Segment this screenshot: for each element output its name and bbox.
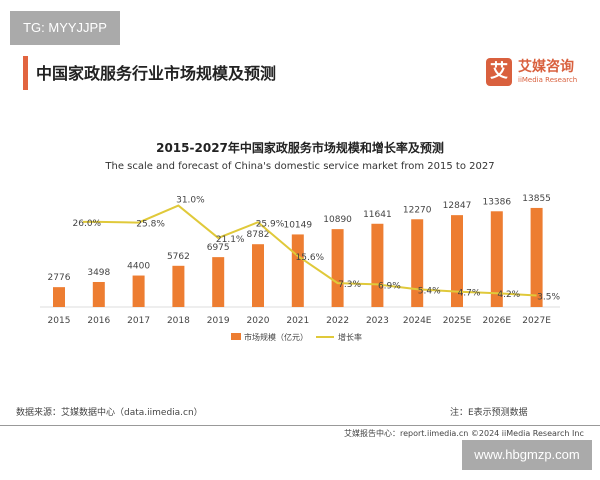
x-tick-label: 2026E (483, 316, 512, 326)
line-label: 5.4% (418, 286, 441, 296)
bar (530, 207, 543, 307)
bar (451, 215, 463, 307)
bar (92, 281, 105, 307)
chart-title: 2015-2027年中国家政服务市场规模和增长率及预测 (156, 141, 444, 155)
bar-label: 6975 (207, 243, 230, 253)
bar (371, 223, 384, 307)
x-tick-label: 2015 (48, 316, 71, 326)
bar-label: 2776 (48, 273, 71, 283)
chart-subtitle: The scale and forecast of China's domest… (105, 161, 495, 172)
x-tick-label: 2024E (403, 316, 432, 326)
bar-label: 8782 (247, 230, 270, 240)
line-label: 3.5% (537, 293, 560, 303)
bar (411, 219, 424, 307)
line-label: 26.0% (73, 219, 102, 229)
bar-label: 13855 (522, 194, 551, 204)
bar-label: 13386 (482, 197, 511, 207)
line-label: 4.7% (458, 289, 481, 299)
chart: 2776 2015 3498 2016 4400 2017 5762 2018 6975 2019… (40, 194, 560, 342)
x-tick-label: 2025E (443, 316, 472, 326)
title-accent-bar (23, 56, 28, 90)
bar-label: 10149 (283, 220, 312, 230)
line-label: 7.3% (338, 280, 361, 290)
logo-cn: 艾媒咨询 (518, 59, 574, 75)
watermark-top: TG: MYYJJPP (10, 11, 120, 45)
x-tick-label: 2027E (522, 316, 551, 326)
logo-icon: 艾 (486, 58, 512, 86)
legend-bar-swatch (231, 333, 241, 340)
watermark-bottom: www.hbgmzp.com (462, 440, 592, 470)
x-tick-label: 2021 (286, 316, 309, 326)
growth-line (82, 204, 537, 297)
x-tick-label: 2019 (207, 316, 230, 326)
bar-label: 5762 (167, 252, 190, 262)
x-tick-label: 2023 (366, 316, 389, 326)
data-source: 数据来源：艾媒数据中心（data.iimedia.cn） (16, 408, 203, 418)
logo: 艾 艾媒咨询 iiMedia Research (486, 56, 596, 92)
line-label: 6.9% (378, 281, 401, 291)
line-label: 15.6% (296, 253, 325, 263)
bar (490, 211, 503, 307)
bar-label: 10890 (323, 215, 352, 225)
bar (132, 275, 145, 307)
bar-label: 12847 (443, 201, 472, 211)
legend-bar-label: 市场规模（亿元） (244, 332, 308, 342)
legend-line-label: 增长率 (338, 332, 362, 342)
x-tick-label: 2017 (127, 316, 150, 326)
report-footer: 艾媒报告中心：report.iimedia.cn ©2024 iiMedia R… (344, 429, 584, 438)
x-tick-label: 2020 (247, 316, 270, 326)
x-tick-label: 2018 (167, 316, 190, 326)
bar (252, 244, 264, 307)
page-title: 中国家政服务行业市场规模及预测 (36, 64, 277, 83)
bar (53, 287, 65, 307)
bar-label: 4400 (127, 262, 150, 272)
divider (0, 425, 600, 426)
line-label: 31.0% (176, 196, 205, 206)
bar (212, 257, 225, 307)
line-label: 25.8% (136, 220, 165, 230)
bar-label: 11641 (363, 210, 392, 220)
line-label: 4.2% (497, 290, 520, 300)
logo-en: iiMedia Research (518, 76, 578, 84)
bar (172, 265, 185, 307)
x-tick-label: 2022 (326, 316, 349, 326)
forecast-note: 注：E表示预测数据 (450, 408, 528, 418)
bar-label: 12270 (403, 205, 432, 215)
bar (291, 234, 304, 307)
bar-label: 3498 (87, 268, 110, 278)
line-label: 21.1% (216, 235, 245, 245)
bar (331, 229, 344, 307)
x-tick-label: 2016 (87, 316, 110, 326)
line-label: 25.9% (256, 219, 285, 229)
